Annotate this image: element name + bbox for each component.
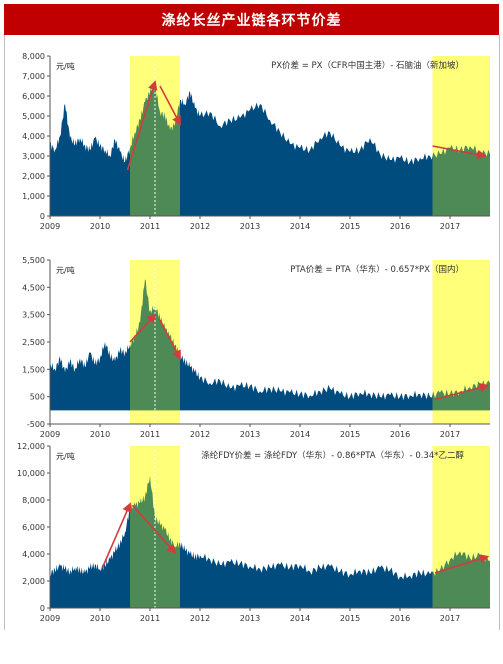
x-tick-label: 2014 bbox=[290, 430, 310, 439]
trend-arrow bbox=[126, 80, 158, 171]
trend-arrow bbox=[159, 319, 181, 361]
formula-annotation: PTA价差 = PTA（华东）- 0.657*PX（国内） bbox=[290, 264, 464, 275]
y-tick-label: 500 bbox=[30, 393, 45, 402]
x-tick-label: 2009 bbox=[40, 430, 60, 439]
trend-arrow bbox=[101, 502, 132, 568]
x-tick-label: 2014 bbox=[290, 222, 310, 231]
x-tick-label: 2012 bbox=[190, 222, 210, 231]
trend-arrow bbox=[131, 504, 177, 555]
y-tick-label: 6,000 bbox=[22, 92, 45, 101]
fdy-spread-chart: 0 2,000 4,000 6,000 8,000 10,000 12,000 2009 201… bbox=[17, 442, 490, 623]
y-tick-label: 1,000 bbox=[22, 192, 45, 201]
y-tick-label: 3,500 bbox=[22, 311, 45, 320]
x-tick-label: 2011 bbox=[140, 614, 160, 623]
x-tick-label: 2011 bbox=[140, 430, 160, 439]
y-tick-label: 0 bbox=[40, 604, 45, 613]
x-tick-label: 2015 bbox=[340, 430, 360, 439]
x-tick-label: 2017 bbox=[440, 614, 460, 623]
chart-frame bbox=[4, 35, 500, 630]
x-tick-label: 2016 bbox=[390, 430, 410, 439]
trend-arrow bbox=[434, 554, 490, 574]
y-tick-label: 5,000 bbox=[22, 112, 45, 121]
x-tick-label: 2016 bbox=[390, 222, 410, 231]
y-tick-label: 8,000 bbox=[22, 52, 45, 61]
formula-annotation: 涤纶FDY价差 = 涤纶FDY（华东）- 0.86*PTA（华东）- 0.34*… bbox=[201, 450, 464, 461]
x-tick-label: 2009 bbox=[40, 614, 60, 623]
y-tick-label: 3,000 bbox=[22, 152, 45, 161]
x-tick-label: 2017 bbox=[440, 222, 460, 231]
x-tick-label: 2013 bbox=[240, 222, 260, 231]
x-tick-label: 2015 bbox=[340, 222, 360, 231]
y-tick-label: 8,000 bbox=[22, 496, 45, 505]
x-tick-label: 2012 bbox=[190, 614, 210, 623]
y-tick-label: 4,000 bbox=[22, 550, 45, 559]
spread-area bbox=[50, 279, 433, 411]
y-tick-label: 2,500 bbox=[22, 338, 45, 347]
unit-label: 元/吨 bbox=[56, 61, 75, 71]
unit-label: 元/吨 bbox=[56, 265, 75, 275]
trend-arrow bbox=[434, 383, 490, 401]
y-tick-label: 10,000 bbox=[17, 469, 45, 478]
formula-annotation: PX价差 = PX（CFR中国主港）- 石脑油（新加坡） bbox=[271, 60, 464, 71]
y-tick-label: 12,000 bbox=[17, 442, 45, 451]
chart-title-banner: 涤纶长丝产业链各环节价差 bbox=[4, 4, 499, 35]
y-tick-label: -500 bbox=[27, 420, 45, 429]
y-tick-label: 5,500 bbox=[22, 256, 45, 265]
trend-arrow bbox=[159, 85, 181, 126]
x-tick-label: 2013 bbox=[240, 430, 260, 439]
y-tick-label: 4,000 bbox=[22, 132, 45, 141]
spread-area bbox=[50, 475, 433, 608]
spread-area-highlighted bbox=[130, 279, 490, 411]
y-tick-label: 4,500 bbox=[22, 283, 45, 292]
x-tick-label: 2010 bbox=[90, 430, 110, 439]
spread-area bbox=[50, 85, 433, 216]
x-tick-label: 2009 bbox=[40, 222, 60, 231]
y-tick-label: 2,000 bbox=[22, 577, 45, 586]
x-tick-label: 2016 bbox=[390, 614, 410, 623]
x-tick-label: 2013 bbox=[240, 614, 260, 623]
pta-spread-chart: -500 500 1,500 2,500 3,500 4,500 5,500 2009 2010… bbox=[22, 256, 490, 439]
x-tick-label: 2010 bbox=[90, 614, 110, 623]
y-tick-label: 0 bbox=[40, 212, 45, 221]
x-tick-label: 2010 bbox=[90, 222, 110, 231]
x-tick-label: 2017 bbox=[440, 430, 460, 439]
y-tick-label: 1,500 bbox=[22, 365, 45, 374]
x-tick-label: 2014 bbox=[290, 614, 310, 623]
x-tick-label: 2015 bbox=[340, 614, 360, 623]
px-spread-chart: 0 1,000 2,000 3,000 4,000 5,000 6,000 7,000 8,00… bbox=[22, 52, 490, 231]
y-tick-label: 6,000 bbox=[22, 523, 45, 532]
unit-label: 元/吨 bbox=[56, 451, 75, 461]
x-tick-label: 2011 bbox=[140, 222, 160, 231]
trend-arrow bbox=[129, 313, 157, 343]
y-tick-label: 7,000 bbox=[22, 72, 45, 81]
x-tick-label: 2012 bbox=[190, 430, 210, 439]
y-tick-label: 2,000 bbox=[22, 172, 45, 181]
trend-arrow bbox=[432, 145, 487, 160]
